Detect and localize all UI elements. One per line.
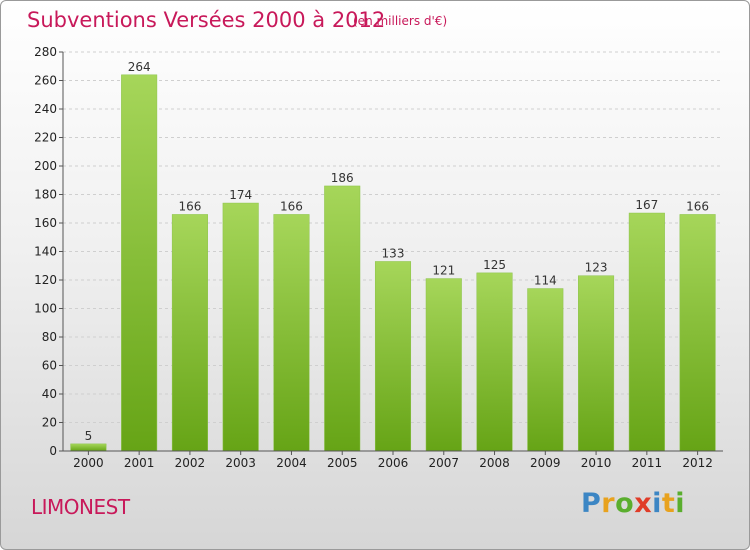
logo-letter: r — [601, 488, 616, 519]
bar-2002 — [171, 214, 208, 452]
x-tick-label-2007: 2007 — [428, 456, 459, 470]
proxiti-logo: Proxiti — [581, 488, 685, 519]
bar-2005 — [324, 185, 361, 452]
bar-2000 — [70, 443, 107, 452]
logo-letter: i — [652, 488, 662, 519]
bar-2009 — [527, 288, 564, 452]
y-tick-label: 60 — [42, 359, 57, 373]
data-label-2002: 166 — [178, 199, 201, 213]
y-tick-label: 100 — [34, 302, 57, 316]
x-tick-label-2004: 2004 — [276, 456, 307, 470]
x-tick-label-2001: 2001 — [124, 456, 155, 470]
x-tick-label-2005: 2005 — [327, 456, 358, 470]
bar-2008 — [476, 272, 513, 452]
data-label-2012: 166 — [686, 199, 709, 213]
bar-2011 — [628, 212, 665, 452]
bars — [70, 74, 716, 452]
y-tick-label: 0 — [49, 444, 57, 458]
bar-2004 — [273, 214, 310, 452]
x-tick-label-2012: 2012 — [682, 456, 713, 470]
y-tick-label: 220 — [34, 131, 57, 145]
y-tick-label: 40 — [42, 387, 57, 401]
data-label-2007: 121 — [432, 264, 455, 278]
data-label-2001: 264 — [128, 60, 151, 74]
chart-unit-label: (en milliers d'€) — [353, 14, 448, 28]
data-label-2004: 166 — [280, 199, 303, 213]
logo-letter: i — [675, 488, 686, 519]
y-tick-label: 140 — [34, 245, 57, 259]
y-tick-label: 240 — [34, 102, 57, 116]
data-label-2008: 125 — [483, 258, 506, 272]
x-tick-label-2003: 2003 — [225, 456, 256, 470]
data-label-2009: 114 — [534, 274, 557, 288]
x-tick-label-2002: 2002 — [175, 456, 206, 470]
x-tick-label-2006: 2006 — [378, 456, 409, 470]
commune-name: LIMONEST — [31, 495, 130, 519]
x-tick-label-2008: 2008 — [479, 456, 510, 470]
logo-letter: P — [581, 488, 602, 519]
data-label-2006: 133 — [382, 246, 405, 260]
logo-letter: o — [615, 488, 635, 519]
bar-2001 — [121, 74, 158, 452]
data-label-2000: 5 — [85, 429, 93, 443]
x-tick-label-2000: 2000 — [73, 456, 104, 470]
y-tick-label: 80 — [42, 330, 57, 344]
bar-2007 — [425, 278, 462, 452]
x-tick-label-2011: 2011 — [632, 456, 663, 470]
y-tick-label: 280 — [34, 45, 57, 59]
data-label-2011: 167 — [635, 198, 658, 212]
data-label-2010: 123 — [585, 261, 608, 275]
y-tick-label: 160 — [34, 216, 57, 230]
y-tick-label: 180 — [34, 188, 57, 202]
logo-letter: x — [634, 488, 653, 519]
y-tick-label: 20 — [42, 416, 57, 430]
bar-2003 — [222, 202, 259, 452]
x-tick-label-2009: 2009 — [530, 456, 561, 470]
bar-2006 — [374, 261, 412, 452]
x-tick-label-2010: 2010 — [581, 456, 612, 470]
bar-2012 — [679, 214, 716, 452]
chart-title: Subventions Versées 2000 à 2012 — [27, 8, 386, 32]
logo-letter: t — [661, 488, 676, 519]
axes — [59, 51, 723, 455]
data-label-2005: 186 — [331, 171, 354, 185]
labels: 0 20 40 60 80 100 120 140 160 180 200 220 240 260 280 5… — [34, 45, 713, 470]
y-tick-label: 260 — [34, 74, 57, 88]
bar-2010 — [578, 275, 615, 452]
data-label-2003: 174 — [229, 188, 252, 202]
y-tick-label: 200 — [34, 159, 57, 173]
y-tick-label: 120 — [34, 273, 57, 287]
